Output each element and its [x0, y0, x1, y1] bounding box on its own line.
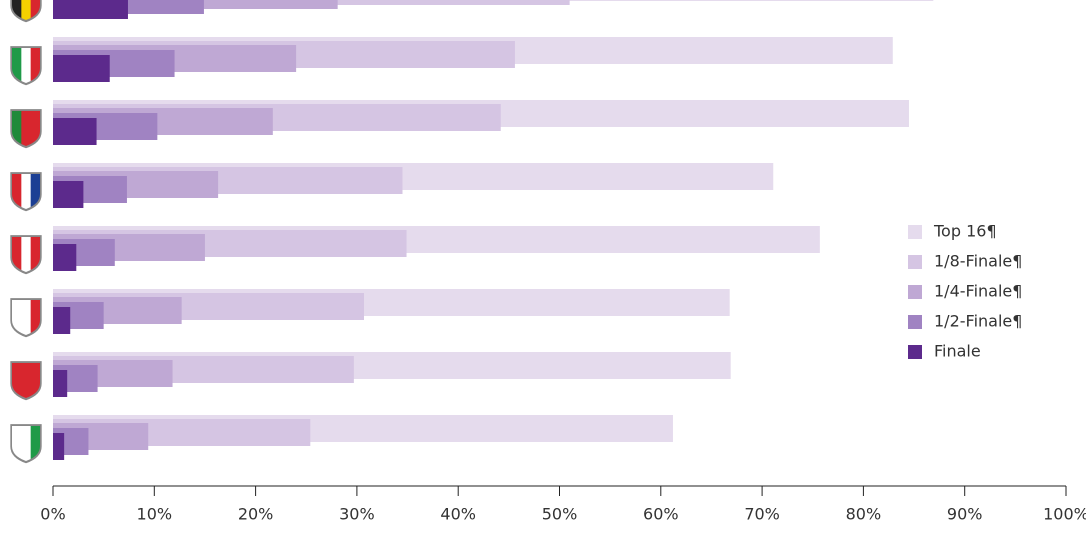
- flag: [10, 0, 42, 23]
- flag-stripe: [21, 174, 32, 209]
- flag-stripe: [30, 426, 40, 461]
- x-tick-label: 100%: [1043, 505, 1086, 524]
- bar: [53, 307, 71, 334]
- legend-swatch: [908, 315, 922, 329]
- flag: [10, 109, 42, 149]
- flag-stripe: [21, 363, 32, 398]
- x-tick-label: 80%: [846, 505, 882, 524]
- flag-stripe: [12, 48, 22, 83]
- flag: [10, 235, 42, 275]
- x-tick-label: 90%: [947, 505, 983, 524]
- flag-stripe: [21, 111, 32, 146]
- flag-stripe: [30, 111, 40, 146]
- flag-stripe: [30, 48, 40, 83]
- x-tick-label: 20%: [238, 505, 274, 524]
- flag-stripe: [12, 111, 22, 146]
- flag-stripe: [21, 300, 32, 335]
- flag: [10, 298, 42, 338]
- bar: [53, 370, 68, 397]
- legend-swatch: [908, 255, 922, 269]
- flag: [10, 361, 42, 401]
- flag-stripe: [30, 0, 40, 20]
- flag: [10, 46, 42, 86]
- legend-label: 1/4-Finale¶: [934, 282, 1022, 301]
- flag-stripe: [12, 426, 22, 461]
- flag: [10, 172, 42, 212]
- flag-stripe: [30, 363, 40, 398]
- legend-label: Top 16¶: [933, 222, 997, 241]
- legend-label: 1/2-Finale¶: [934, 312, 1022, 331]
- flag-stripe: [30, 300, 40, 335]
- flag-stripe: [21, 426, 32, 461]
- flag-stripe: [30, 237, 40, 272]
- flag-stripe: [12, 237, 22, 272]
- flag-stripe: [12, 0, 22, 20]
- legend-label: 1/8-Finale¶: [934, 252, 1022, 271]
- bar: [53, 55, 110, 82]
- flag-stripe: [12, 300, 22, 335]
- x-tick-label: 10%: [137, 505, 173, 524]
- x-tick-label: 30%: [339, 505, 375, 524]
- legend-swatch: [908, 345, 922, 359]
- flag: [10, 424, 42, 464]
- flag-stripe: [21, 48, 32, 83]
- bar: [53, 244, 77, 271]
- x-tick-label: 40%: [440, 505, 476, 524]
- flag-stripe: [12, 363, 22, 398]
- x-tick-label: 50%: [542, 505, 578, 524]
- bar: [53, 0, 128, 19]
- x-tick-label: 70%: [744, 505, 780, 524]
- flag-stripe: [21, 0, 32, 20]
- flag-stripe: [12, 174, 22, 209]
- bar: [53, 181, 84, 208]
- legend-label: Finale: [934, 342, 981, 361]
- legend-swatch: [908, 225, 922, 239]
- flag-stripe: [30, 174, 40, 209]
- flag-stripe: [21, 237, 32, 272]
- x-tick-label: 60%: [643, 505, 679, 524]
- x-tick-label: 0%: [40, 505, 65, 524]
- bar: [53, 118, 97, 145]
- legend-swatch: [908, 285, 922, 299]
- bar: [53, 433, 65, 460]
